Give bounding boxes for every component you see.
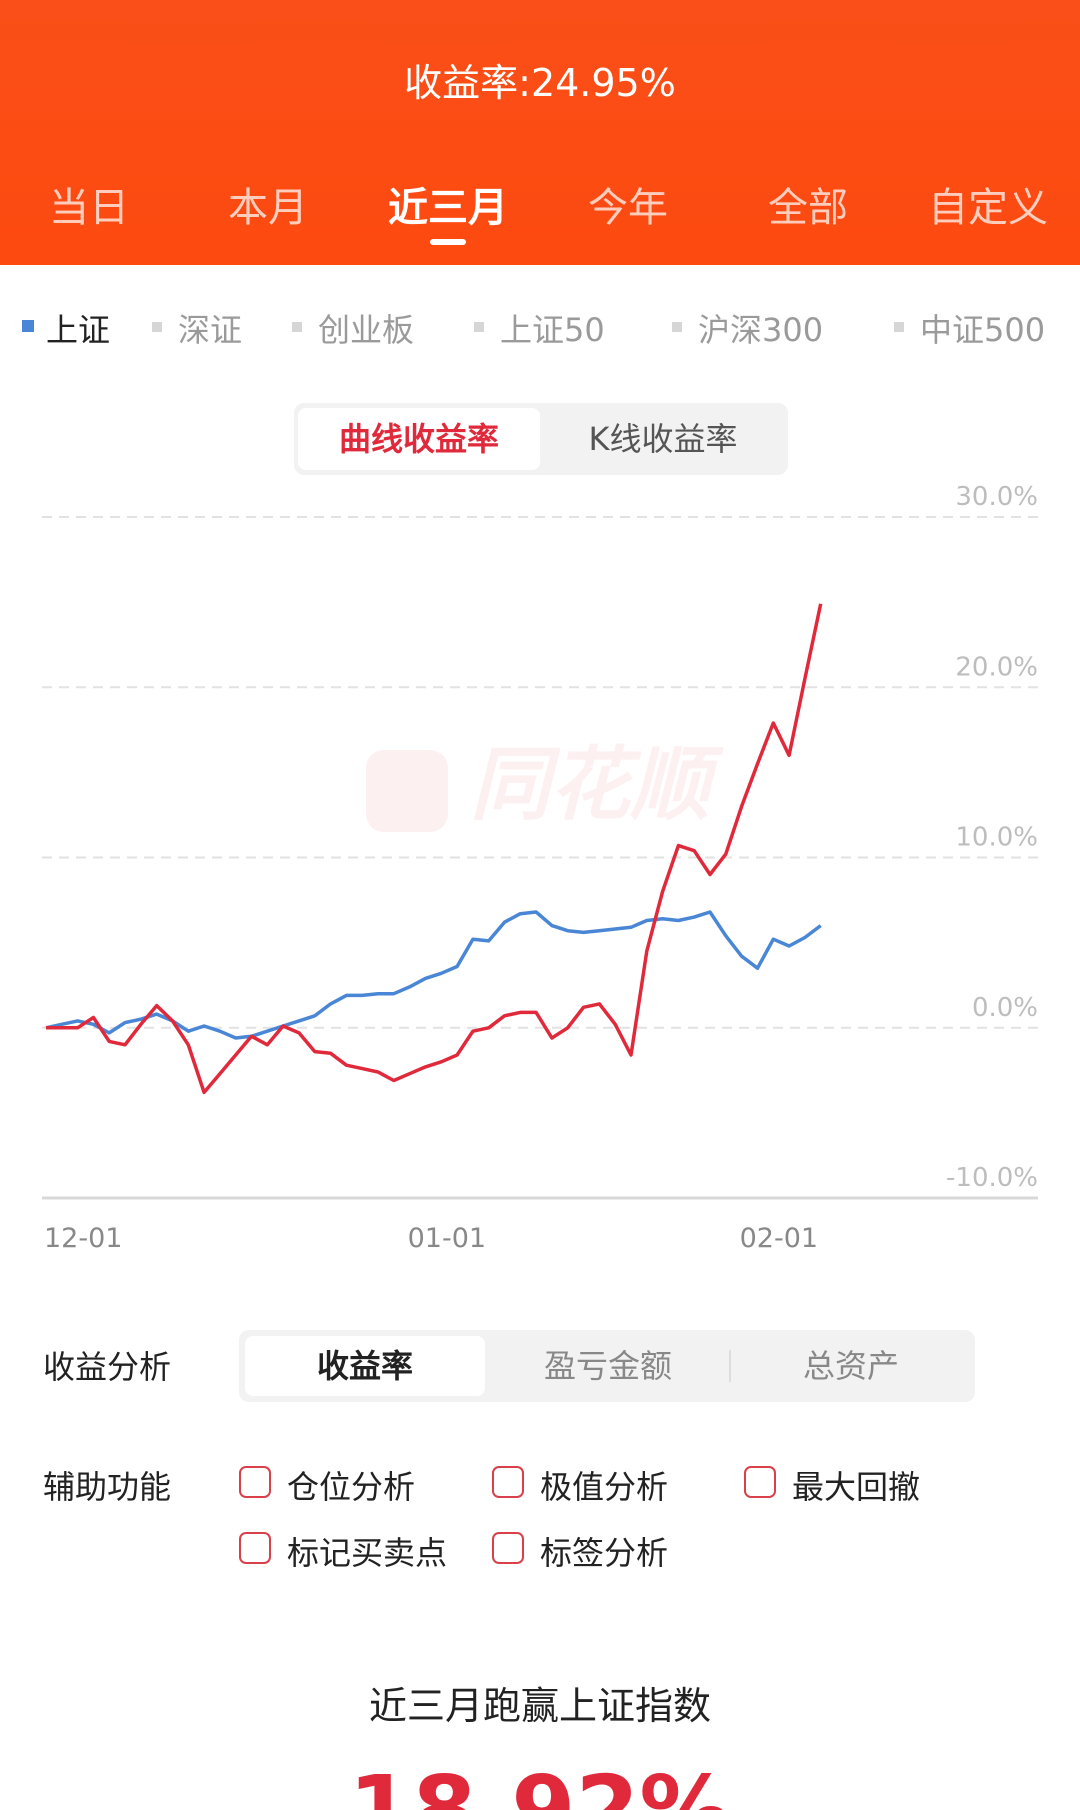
analysis-option[interactable]: 收益率 (245, 1336, 485, 1396)
watermark: 同花顺 (470, 738, 724, 831)
checkbox-label[interactable]: 仓位分析 (287, 1468, 416, 1506)
index-tab[interactable]: 中证500 (920, 311, 1046, 349)
period-tab[interactable]: 当日 (49, 185, 129, 231)
checkbox[interactable] (744, 1466, 776, 1498)
divider (729, 1350, 731, 1382)
checkbox-label[interactable]: 极值分析 (540, 1468, 669, 1506)
series-line (45, 910, 822, 1040)
index-tab-marker (152, 322, 162, 332)
y-tick-label: 0.0% (972, 993, 1038, 1023)
y-tick-label: 10.0% (955, 823, 1038, 853)
checkbox[interactable] (492, 1532, 524, 1564)
index-tab-marker (292, 322, 302, 332)
period-tab[interactable]: 今年 (588, 185, 668, 231)
index-tab[interactable]: 沪深300 (698, 311, 824, 349)
y-tick-label: -10.0% (946, 1163, 1038, 1193)
period-tab[interactable]: 自定义 (928, 185, 1048, 231)
checkbox[interactable] (239, 1466, 271, 1498)
y-tick-label: 30.0% (955, 482, 1038, 512)
index-tab-marker (894, 322, 904, 332)
section-label: 收益分析 (43, 1348, 172, 1386)
series-line (46, 603, 823, 1095)
checkbox[interactable] (239, 1532, 271, 1564)
period-tab[interactable]: 本月 (228, 185, 308, 231)
legend-swatch (22, 320, 34, 332)
index-tab[interactable]: 上证 (46, 311, 111, 349)
toggle-option[interactable]: 曲线收益率 (298, 408, 540, 470)
analysis-option[interactable]: 盈亏金额 (543, 1347, 672, 1385)
x-tick-label: 01-01 (408, 1223, 486, 1254)
watermark-logo (366, 750, 448, 832)
x-tick-label: 12-01 (44, 1223, 122, 1254)
checkbox-label[interactable]: 标记买卖点 (287, 1534, 448, 1572)
chart: 同花顺 -10.0% 0.0% 10.0% 20.0% 30.0% 12-01 01-01 02… (42, 482, 1038, 1254)
tab-indicator (430, 239, 466, 245)
period-tab[interactable]: 全部 (768, 185, 848, 231)
toggle-option[interactable]: K线收益率 (588, 420, 738, 458)
period-tab[interactable]: 近三月 (388, 185, 508, 231)
index-tab-marker (474, 322, 484, 332)
section-label: 辅助功能 (43, 1468, 172, 1506)
checkbox[interactable] (492, 1466, 524, 1498)
index-tab-marker (672, 322, 682, 332)
analysis-option[interactable]: 总资产 (802, 1347, 899, 1385)
checkbox-label[interactable]: 最大回撤 (792, 1468, 921, 1506)
index-tab[interactable]: 深证 (178, 311, 243, 349)
checkbox-label[interactable]: 标签分析 (540, 1534, 669, 1572)
header (0, 0, 1080, 265)
x-tick-label: 02-01 (740, 1223, 818, 1254)
index-tab[interactable]: 创业板 (318, 311, 415, 349)
summary-value: 18.92% (348, 1756, 732, 1810)
summary-title: 近三月跑赢上证指数 (368, 1684, 711, 1728)
index-tab[interactable]: 上证50 (500, 311, 605, 349)
y-tick-label: 20.0% (955, 652, 1038, 682)
title: 收益率:24.95% (404, 61, 676, 105)
